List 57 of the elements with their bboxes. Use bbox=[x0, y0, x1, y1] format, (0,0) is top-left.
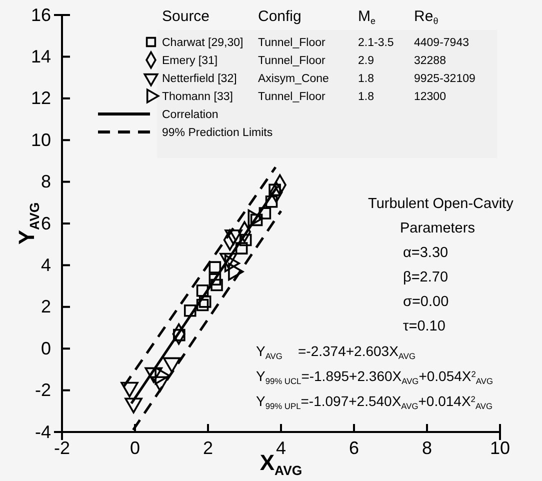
point bbox=[196, 298, 209, 312]
text: Y$_{AVG}$ =-2.374+2.603X$_{AVG}$ bbox=[256, 343, 416, 361]
annotation: Config bbox=[258, 8, 302, 25]
y-tick-label: 12 bbox=[30, 88, 51, 108]
y-tick-label: -4 bbox=[34, 422, 51, 442]
annotation: Parameters bbox=[400, 220, 475, 236]
y-tick-label: 4 bbox=[40, 254, 51, 275]
x-tick-label: 10 bbox=[490, 438, 510, 458]
annotation: Axisym_Cone bbox=[258, 73, 329, 85]
y-tick-label: 16 bbox=[30, 4, 51, 25]
annotation: α=3.30 bbox=[403, 245, 448, 261]
legend-label: Emery [31] bbox=[162, 55, 218, 67]
annotation: Turbulent Open-Cavity bbox=[368, 196, 514, 212]
point bbox=[210, 278, 223, 292]
point bbox=[265, 195, 278, 208]
y-tick-label: 14 bbox=[30, 46, 51, 66]
x-tick-label: 6 bbox=[348, 438, 360, 458]
point bbox=[239, 234, 252, 246]
annotation: 12300 bbox=[414, 91, 446, 103]
y-tick-label: 0 bbox=[40, 338, 51, 358]
legend-label: Thomann [33] bbox=[162, 91, 233, 103]
y-tick-label: -2 bbox=[34, 380, 51, 400]
annotation: β=2.70 bbox=[403, 270, 448, 286]
legend-label: 99% Prediction Limits bbox=[162, 127, 273, 139]
point bbox=[198, 296, 212, 308]
legend-title: Source bbox=[162, 8, 210, 25]
annotation: 2.1-3.5 bbox=[358, 37, 394, 49]
y-tick-label: 2 bbox=[40, 296, 51, 317]
x-tick-label: -2 bbox=[54, 438, 70, 458]
annotation: Tunnel_Floor bbox=[258, 91, 326, 103]
legend-label: Charwat [29,30] bbox=[162, 37, 244, 49]
point bbox=[208, 273, 222, 286]
x-tick-label: 8 bbox=[422, 438, 432, 458]
annotation: Re$_{θ}$ bbox=[414, 8, 438, 26]
x-tick-label: 2 bbox=[202, 438, 214, 458]
y-tick-label: 8 bbox=[40, 172, 51, 192]
annotation: Tunnel_Floor bbox=[258, 55, 326, 67]
annotation: σ=0.00 bbox=[403, 294, 449, 310]
point bbox=[258, 207, 272, 220]
annotation: τ=0.10 bbox=[403, 318, 446, 334]
annotation: 2.9 bbox=[358, 55, 374, 67]
annotation: 1.8 bbox=[358, 73, 374, 85]
point bbox=[235, 242, 248, 254]
annotation: 32288 bbox=[414, 55, 446, 67]
annotation: 4409-7943 bbox=[414, 37, 469, 49]
point bbox=[208, 261, 222, 274]
point bbox=[196, 284, 209, 297]
y-tick-label: 10 bbox=[30, 130, 51, 150]
legend-label: Netterfield [32] bbox=[162, 73, 237, 85]
y-tick-label: 6 bbox=[40, 213, 51, 234]
annotation: M$_{e}$ bbox=[358, 8, 376, 26]
point bbox=[184, 304, 196, 317]
legend-label: Correlation bbox=[162, 109, 218, 121]
annotation: 9925-32109 bbox=[414, 73, 476, 85]
annotation: 1.8 bbox=[358, 91, 374, 103]
x-tick-label: 0 bbox=[130, 438, 140, 458]
annotation: Tunnel_Floor bbox=[258, 37, 326, 49]
